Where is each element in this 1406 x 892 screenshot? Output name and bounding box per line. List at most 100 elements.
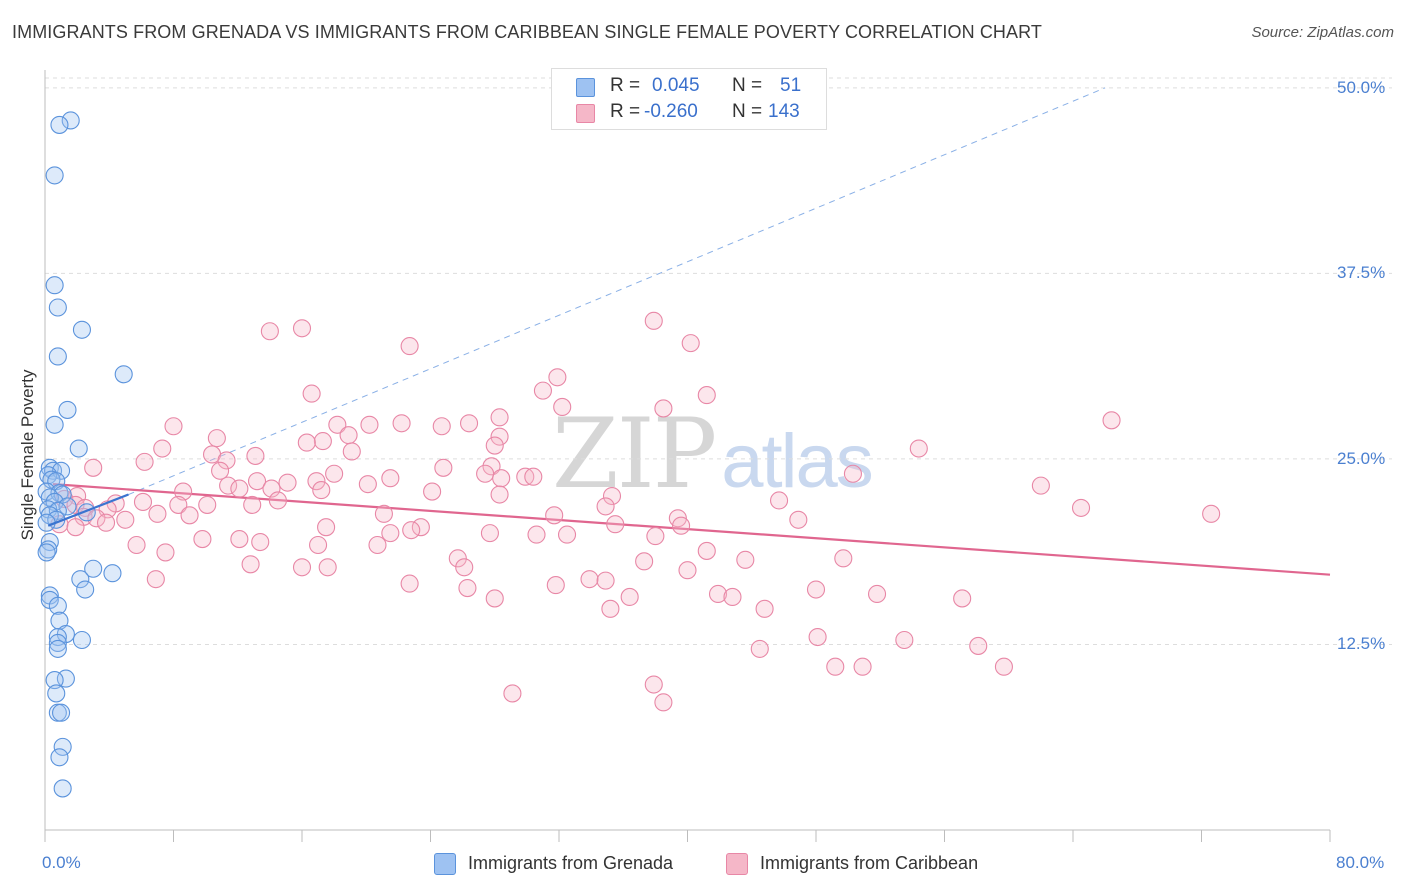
caribbean-point	[853, 657, 872, 676]
caribbean-point	[455, 558, 474, 577]
x-tick-label-max: 80.0%	[1336, 853, 1385, 872]
caribbean-point	[146, 570, 165, 589]
y-tick-label: 37.5%	[1337, 263, 1386, 283]
caribbean-point	[476, 464, 495, 483]
y-tick-label: 25.0%	[1337, 448, 1386, 468]
caribbean-point	[1031, 476, 1050, 495]
caribbean-point	[268, 491, 287, 510]
watermark: ZIPatlas	[552, 398, 874, 510]
caribbean-point	[116, 510, 135, 529]
caribbean-point	[400, 337, 419, 356]
caribbean-point	[297, 433, 316, 452]
caribbean-point	[174, 482, 193, 501]
caribbean-point	[423, 482, 442, 501]
caribbean-point	[546, 576, 565, 595]
caribbean-point	[644, 675, 663, 694]
caribbean-point	[251, 532, 270, 552]
caribbean-point	[678, 561, 697, 580]
caribbean-point	[358, 475, 377, 494]
grenada-point	[61, 111, 80, 130]
caribbean-point	[219, 476, 238, 495]
caribbean-point	[580, 570, 599, 589]
caribbean-point	[262, 479, 281, 498]
caribbean-point	[533, 381, 552, 400]
caribbean-point	[207, 429, 226, 448]
caribbean-point	[953, 589, 972, 608]
grenada-trend-line	[47, 493, 129, 527]
caribbean-point	[909, 439, 928, 458]
caribbean-point	[292, 558, 312, 577]
grenada-point	[53, 737, 72, 756]
caribbean-point	[736, 550, 755, 569]
caribbean-point	[230, 479, 249, 498]
caribbean-point	[133, 492, 153, 512]
grenada-point	[48, 347, 67, 366]
caribbean-point	[339, 426, 358, 445]
caribbean-point	[241, 555, 260, 574]
grenada-point	[37, 543, 56, 562]
watermark-zip: ZIP	[552, 398, 717, 510]
caribbean-point	[96, 513, 116, 532]
legend-label-grenada: Immigrants from Grenada	[468, 853, 674, 873]
caribbean-point	[66, 518, 85, 537]
r-value: -0.260	[644, 101, 698, 122]
caribbean-point	[596, 497, 615, 516]
stats-row-caribbean: R = -0.260 N = 143	[552, 101, 826, 127]
grenada-point	[48, 596, 67, 615]
caribbean-point	[485, 589, 504, 608]
grenada-point	[53, 779, 72, 798]
caribbean-point	[485, 436, 504, 455]
caribbean-point	[292, 319, 312, 338]
caribbean-point	[557, 525, 577, 544]
caribbean-point	[806, 580, 826, 599]
n-value: 143	[768, 101, 800, 122]
caribbean-swatch	[576, 104, 595, 123]
caribbean-point	[318, 558, 337, 577]
grenada-point	[40, 532, 59, 552]
caribbean-point	[490, 427, 509, 446]
caribbean-point	[153, 439, 172, 458]
caribbean-point	[548, 368, 567, 387]
grenada-point	[48, 298, 67, 317]
caribbean-point	[553, 397, 572, 417]
grenada-point	[45, 166, 64, 185]
caribbean-point	[646, 527, 665, 546]
caribbean-point	[360, 415, 379, 434]
caribbean-point	[635, 552, 654, 571]
grenada-swatch	[576, 78, 595, 97]
grenada-point	[45, 276, 64, 295]
caribbean-point	[808, 627, 827, 647]
caribbean-point	[164, 417, 183, 436]
n-value: 51	[780, 75, 802, 96]
caribbean-point	[247, 472, 267, 491]
caribbean-point	[459, 414, 479, 433]
r-label: R =	[610, 75, 641, 96]
caribbean-point	[432, 417, 451, 436]
caribbean-point	[87, 509, 106, 528]
grenada-point	[72, 320, 91, 339]
grenada-point	[50, 115, 69, 134]
caribbean-point	[148, 504, 167, 523]
caribbean-point	[545, 506, 564, 525]
grenada-point	[48, 633, 67, 653]
caribbean-point	[697, 541, 716, 560]
y-tick-label: 50.0%	[1337, 77, 1386, 97]
caribbean-point	[260, 322, 279, 341]
caribbean-point	[381, 469, 400, 488]
stats-box: R = 0.045 N = 51 R = -0.260 N = 143	[551, 68, 827, 130]
caribbean-point	[1202, 504, 1221, 523]
caribbean-point	[317, 518, 336, 537]
caribbean-point	[826, 657, 845, 676]
caribbean-point	[482, 457, 501, 476]
caribbean-point	[620, 587, 639, 607]
grenada-point	[39, 540, 58, 559]
caribbean-point	[302, 384, 321, 403]
r-label: R =	[610, 101, 641, 122]
caribbean-point	[84, 458, 103, 477]
caribbean-point	[368, 535, 387, 555]
caribbean-point	[400, 574, 419, 593]
caribbean-point	[994, 657, 1013, 676]
caribbean-point	[313, 432, 332, 451]
caribbean-point	[309, 535, 328, 555]
